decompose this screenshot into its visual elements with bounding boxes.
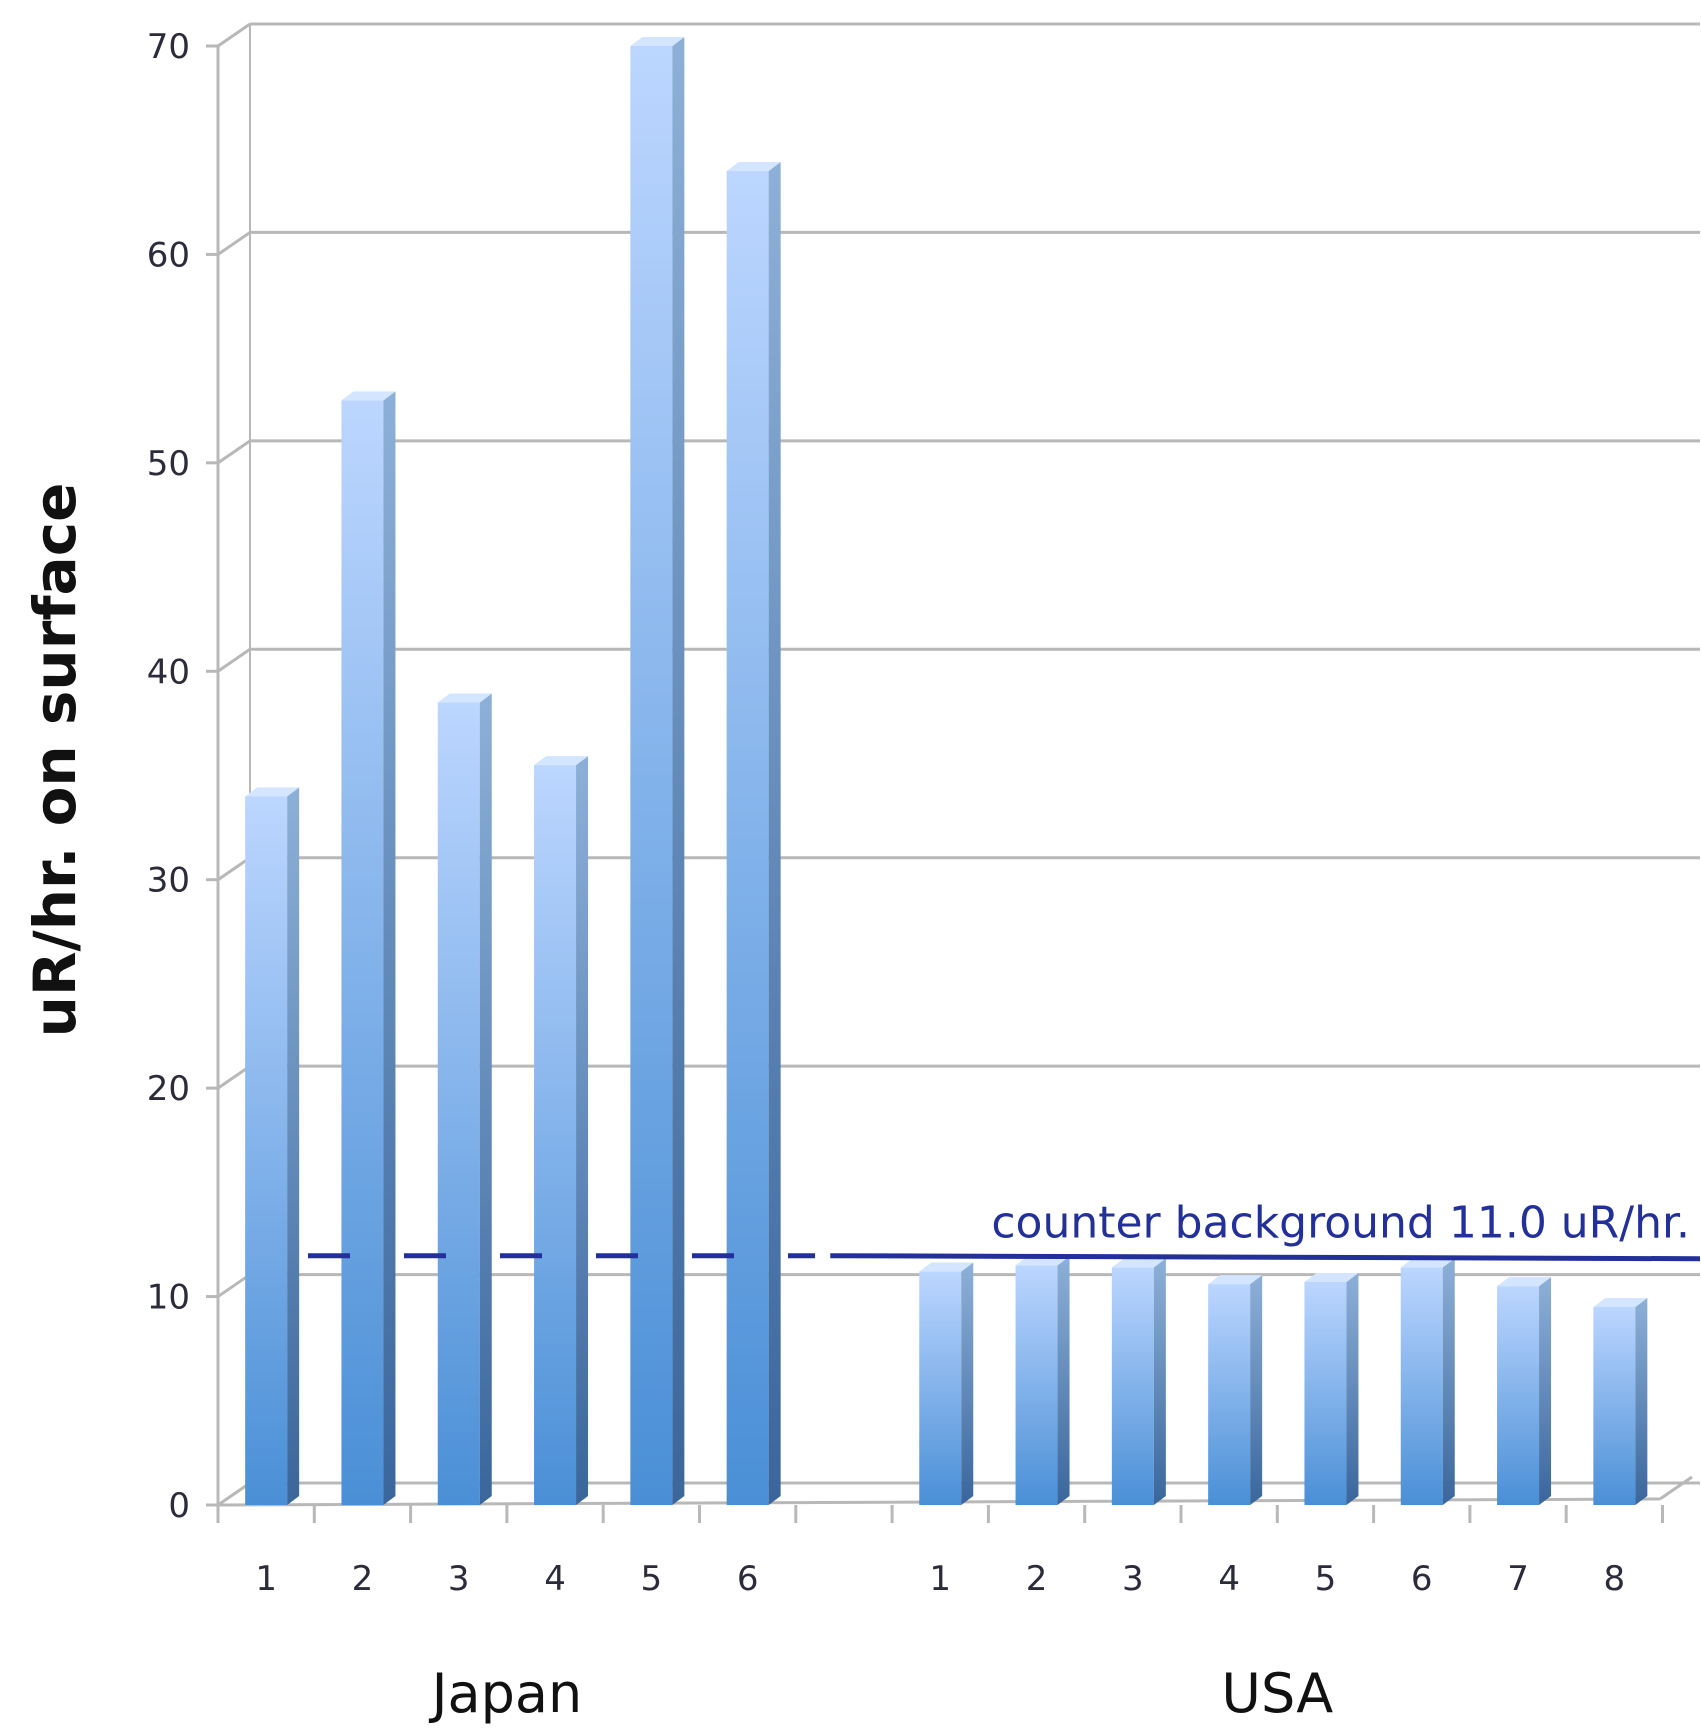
bar-top bbox=[437, 693, 492, 703]
x-tick-label: 3 bbox=[1122, 1559, 1144, 1599]
gridline-diagonal bbox=[217, 22, 251, 48]
bar-side bbox=[1635, 1297, 1648, 1505]
bar bbox=[630, 46, 673, 1505]
floor-right-edge bbox=[1659, 1475, 1693, 1501]
bar bbox=[1304, 1281, 1347, 1505]
bar-side bbox=[1539, 1277, 1552, 1505]
bar-side bbox=[961, 1262, 974, 1505]
bar-top bbox=[245, 787, 300, 797]
bar-side bbox=[287, 787, 300, 1505]
bar-top bbox=[1400, 1258, 1455, 1268]
group-label: USA bbox=[1221, 1662, 1333, 1725]
bars-layer bbox=[245, 37, 1648, 1506]
gridline-diagonal bbox=[217, 1064, 251, 1090]
bar bbox=[1208, 1284, 1251, 1505]
gridline-diagonal bbox=[217, 231, 251, 256]
x-tick-label: 3 bbox=[448, 1559, 470, 1599]
reference-line-label: counter background 11.0 uR/hr. bbox=[991, 1198, 1690, 1249]
x-tick-label: 5 bbox=[1315, 1559, 1337, 1599]
bar-side bbox=[1442, 1258, 1455, 1505]
x-tick-label: 6 bbox=[737, 1559, 759, 1599]
bar-top bbox=[1497, 1277, 1552, 1287]
bar bbox=[534, 765, 577, 1505]
bar-top bbox=[726, 162, 781, 172]
bar-top bbox=[1593, 1297, 1648, 1307]
bar bbox=[1400, 1267, 1443, 1505]
y-tick-label: 70 bbox=[147, 27, 190, 67]
x-tick-label: 7 bbox=[1507, 1559, 1529, 1599]
bar-side bbox=[383, 391, 396, 1505]
bar bbox=[1111, 1267, 1154, 1505]
x-tick-label: 1 bbox=[255, 1559, 277, 1599]
x-tick-label: 2 bbox=[1026, 1559, 1048, 1599]
reference-line-layer bbox=[308, 1253, 1701, 1262]
x-tick-label: 4 bbox=[1218, 1559, 1240, 1599]
reference-line-solid bbox=[830, 1253, 1701, 1262]
bar-top bbox=[630, 37, 685, 46]
gridline-diagonal bbox=[217, 648, 251, 673]
bar-side bbox=[1057, 1256, 1070, 1505]
bar bbox=[726, 171, 769, 1506]
bar-side bbox=[1153, 1258, 1166, 1505]
gridline-diagonal bbox=[217, 1481, 251, 1507]
bar bbox=[1497, 1286, 1540, 1505]
bar-side bbox=[1346, 1272, 1359, 1505]
text-layer: 0 10 20 30 40 50 60 70 1 2 3 4 5 6 1 2 3 4 5 6 7 8 Japan USA cou… bbox=[147, 27, 1690, 1725]
x-tick-label: 4 bbox=[544, 1559, 566, 1599]
y-tick-label: 30 bbox=[147, 861, 190, 901]
x-tick-label: 8 bbox=[1604, 1559, 1626, 1599]
bar-side bbox=[768, 162, 781, 1506]
bar bbox=[1015, 1265, 1058, 1505]
bar-top bbox=[1304, 1272, 1359, 1282]
y-axis-label: uR/hr. on surface bbox=[21, 483, 89, 1038]
y-tick-label: 0 bbox=[168, 1486, 190, 1526]
bar bbox=[1593, 1306, 1636, 1505]
y-tick-label: 20 bbox=[147, 1069, 190, 1109]
bar bbox=[245, 796, 288, 1505]
bar bbox=[341, 400, 384, 1505]
bar bbox=[437, 702, 480, 1505]
gridline-diagonal bbox=[217, 439, 251, 465]
bar-top bbox=[1208, 1275, 1263, 1285]
bar-side bbox=[576, 756, 589, 1505]
y-tick-label: 50 bbox=[147, 444, 190, 484]
bar-side bbox=[1250, 1275, 1263, 1505]
x-tick-label: 5 bbox=[641, 1559, 663, 1599]
x-tick-label: 2 bbox=[352, 1559, 374, 1599]
group-label: Japan bbox=[429, 1662, 583, 1725]
gridline-diagonal bbox=[217, 856, 251, 881]
y-tick-label: 60 bbox=[147, 235, 190, 275]
x-tick-label: 6 bbox=[1411, 1559, 1433, 1599]
bar-top bbox=[919, 1262, 974, 1272]
bar bbox=[919, 1271, 962, 1505]
bar-top bbox=[1111, 1258, 1166, 1268]
bar-side bbox=[479, 693, 492, 1505]
gridline-diagonal bbox=[217, 1273, 251, 1298]
bar-top bbox=[534, 756, 589, 766]
y-tick-label: 10 bbox=[147, 1278, 190, 1318]
bar-side bbox=[672, 37, 685, 1505]
x-tick-label: 1 bbox=[929, 1559, 951, 1599]
bar-top bbox=[341, 391, 396, 401]
y-tick-label: 40 bbox=[147, 652, 190, 692]
